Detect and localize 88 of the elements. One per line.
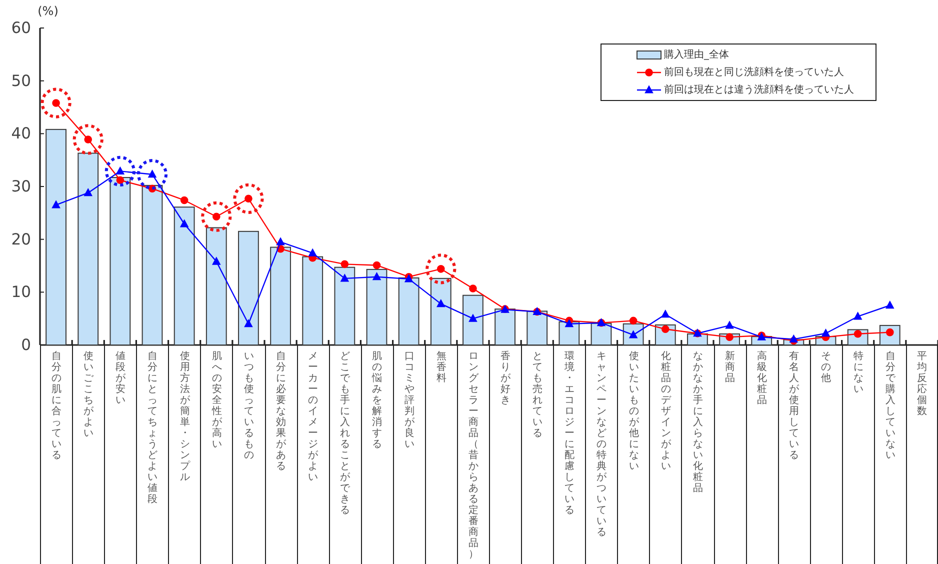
y-tick-label: 0	[21, 336, 31, 354]
x-tick-label: 特にない	[853, 351, 864, 395]
point	[789, 334, 798, 342]
bar	[494, 308, 516, 346]
point	[629, 316, 638, 325]
category-label: 環境・エコロジーに配慮している	[564, 351, 575, 516]
point	[853, 312, 862, 320]
y-tick-label: 10	[11, 283, 31, 302]
bar	[366, 268, 388, 346]
bar	[110, 177, 131, 346]
x-tick-label: その他	[821, 351, 832, 384]
category-label: 化粧品のデザインがよい	[660, 351, 671, 472]
point	[661, 325, 670, 334]
point	[116, 176, 124, 184]
point	[52, 200, 60, 208]
point	[233, 183, 264, 214]
point	[340, 274, 350, 282]
category-label: 使用方法が簡単・シンプル	[180, 351, 190, 483]
bar	[270, 246, 291, 346]
point	[136, 159, 168, 190]
category-label: 肌の悩みを解消する	[372, 351, 382, 450]
y-axis-title: (%)	[38, 4, 58, 18]
category-label: ロングセラー商品（昔からある定番商品）	[468, 351, 478, 560]
bar	[142, 184, 163, 346]
category-label: 自分で購入していない	[885, 351, 896, 461]
point	[725, 320, 734, 329]
x-tick-label: 高級化粧品	[757, 351, 768, 406]
point	[468, 314, 478, 322]
bar	[430, 278, 452, 346]
category-label: メーカーのイメージがよい	[308, 351, 318, 483]
category-label: 有名人が使用している	[789, 351, 800, 461]
legend-label: 購入理由_全体	[664, 48, 729, 60]
point	[40, 88, 72, 118]
point	[436, 298, 446, 308]
y-tick-label: 60	[11, 19, 31, 37]
point	[426, 254, 456, 284]
point	[201, 201, 232, 232]
x-tick-label: 平均反応個数	[916, 351, 927, 417]
x-tick-label: 香りが好き	[500, 351, 511, 406]
point	[72, 124, 104, 155]
point	[564, 319, 574, 328]
category-label: 自分にとってちょうどよい値段	[148, 351, 158, 505]
bar	[46, 128, 66, 346]
bar	[238, 230, 259, 346]
point	[660, 310, 670, 318]
point	[885, 300, 894, 309]
point	[84, 188, 93, 196]
point	[821, 328, 830, 337]
point	[340, 260, 349, 268]
bar	[206, 227, 227, 346]
bar	[398, 277, 420, 346]
point	[104, 156, 136, 186]
category-label: 口コミや評判が良い	[404, 351, 414, 450]
point	[308, 248, 318, 256]
y-tick-label: 50	[11, 72, 31, 90]
x-tick-label: とても売れている	[532, 351, 543, 439]
category-label: キャンペーンなどの特典がついている	[596, 351, 607, 538]
category-label: 使いたいものが他にない	[628, 351, 639, 472]
category-label: なかなか手に入らない化粧品	[692, 351, 703, 494]
y-tick-label: 40	[11, 124, 31, 143]
point	[372, 272, 382, 280]
x-tick-label: 新商品	[725, 351, 736, 384]
category-label: 自分に必要な効果がある	[276, 351, 286, 472]
bar	[526, 310, 548, 346]
bar	[174, 206, 195, 346]
bar	[78, 152, 99, 346]
category-label: 肌への安全性が高い	[212, 351, 222, 450]
x-tick-label: 使いごこちがよい	[84, 351, 94, 439]
y-tick-label: 30	[11, 178, 31, 196]
category-label: 自分の肌に合っている	[52, 351, 62, 461]
legend-label: 前回も現在と同じ洗顔料を使っていた人	[664, 66, 844, 78]
point	[180, 196, 188, 204]
point	[469, 284, 477, 292]
point	[212, 256, 221, 265]
x-tick-label: 無香料	[436, 351, 446, 384]
point	[372, 261, 381, 270]
legend-label: 前回は現在とは違う洗顔料を使っていた人	[664, 84, 854, 96]
y-tick-label: 20	[11, 230, 31, 248]
point	[180, 219, 189, 228]
category-label: どこでも手に入れることができる	[340, 351, 350, 516]
category-label: いつも使っているもの	[244, 351, 254, 461]
bar	[302, 256, 324, 346]
point	[276, 237, 285, 246]
point	[244, 319, 253, 328]
x-tick-label: 値段が安い	[116, 351, 126, 406]
bar	[334, 266, 356, 346]
bar	[462, 294, 484, 346]
bar	[590, 322, 612, 346]
